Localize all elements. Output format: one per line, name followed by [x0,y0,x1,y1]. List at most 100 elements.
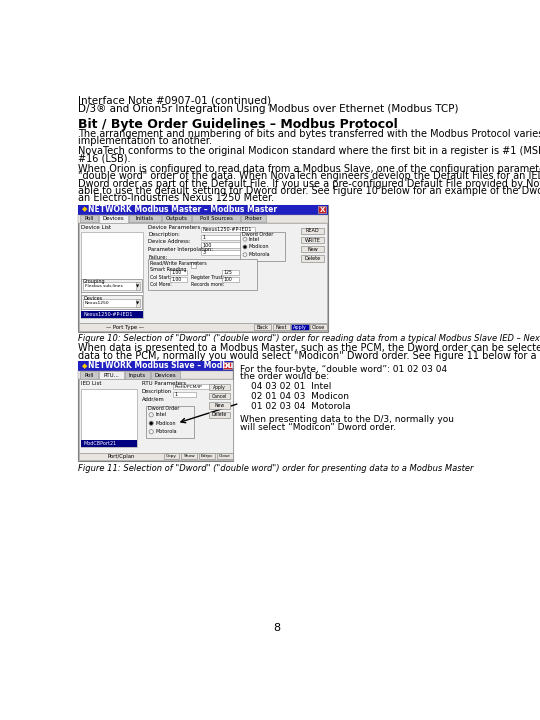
Bar [208,384,230,390]
Bar [151,371,180,379]
Bar [136,282,140,290]
Text: Nexus1250-#P-IED1: Nexus1250-#P-IED1 [202,227,252,232]
Bar [201,235,255,240]
Text: Port/Cplan: Port/Cplan [107,454,134,459]
Text: 100: 100 [223,277,232,282]
Text: Next: Next [275,325,287,330]
Text: Outputs: Outputs [166,216,188,221]
Bar [201,227,255,233]
Bar [191,262,196,268]
Text: ◆: ◆ [82,207,87,212]
Bar [301,237,324,243]
Text: Poll Sources: Poll Sources [200,216,232,221]
Bar [170,270,187,276]
Text: 01 02 03 04  Motorola: 01 02 03 04 Motorola [251,402,351,410]
Text: X: X [319,207,325,212]
Text: For the four-byte, “double word”: 01 02 03 04: For the four-byte, “double word”: 01 02 … [240,365,447,374]
Bar [217,454,233,459]
Bar [82,389,137,447]
Bar [318,206,326,213]
Text: ◆: ◆ [82,363,87,369]
Text: PrefIt/PCM/IP: PrefIt/PCM/IP [174,384,202,389]
Bar [79,379,233,453]
Text: Figure 10: Selection of "Dword" ("double word") order for reading data from a ty: Figure 10: Selection of "Dword" ("double… [78,334,540,343]
Text: Devices: Devices [155,373,177,378]
Bar [82,279,142,292]
Bar [164,454,179,459]
Bar [208,412,230,418]
Bar [80,215,98,222]
Text: Inputs: Inputs [129,373,146,378]
Text: Dword Order: Dword Order [242,233,273,238]
Text: Devices: Devices [83,296,102,301]
Text: WRITE: WRITE [305,238,320,243]
Text: D/3® and Orion5r Integration Using Modbus over Ethernet (Modbus TCP): D/3® and Orion5r Integration Using Modbu… [78,104,459,114]
Text: Dword order as part of the Default File. If you use a pre-configured Default Fil: Dword order as part of the Default File.… [78,179,540,189]
Text: 1.00: 1.00 [171,277,181,282]
Text: RTU Parameters: RTU Parameters [142,381,186,386]
Bar [129,215,161,222]
Text: data to the PCM, normally you would select "Modicon" Dword order. See Figure 11 : data to the PCM, normally you would sele… [78,351,540,361]
Text: READ: READ [306,228,319,233]
Text: Devices: Devices [103,216,124,221]
Text: Motorola: Motorola [156,429,178,434]
Text: Initials: Initials [136,216,154,221]
Text: Edrpc: Edrpc [201,454,213,459]
Bar [78,361,233,371]
Text: implementation to another.: implementation to another. [78,136,212,146]
Bar [83,282,139,290]
Text: an Electro-Industries Nexus 1250 Meter.: an Electro-Industries Nexus 1250 Meter. [78,194,274,204]
Bar [223,362,232,369]
Text: Poll: Poll [84,216,93,221]
Text: 100: 100 [202,243,212,248]
Text: Device Address:: Device Address: [148,239,191,244]
Text: When Orion is configured to read data from a Modbus Slave, one of the configurat: When Orion is configured to read data fr… [78,164,540,174]
Bar [136,300,140,307]
Text: Nexus1250-#P-IED1: Nexus1250-#P-IED1 [83,312,132,317]
Text: the order would be:: the order would be: [240,372,329,382]
Text: Flexbus sub-lines: Flexbus sub-lines [85,284,122,288]
Text: 02 01 04 03  Modicon: 02 01 04 03 Modicon [251,392,349,401]
Bar [192,215,240,222]
Text: — Port Type —: — Port Type — [106,325,144,330]
Text: NovaTech conforms to the original Modicon standard where the first bit in a regi: NovaTech conforms to the original Modico… [78,146,540,156]
Text: NETWORK Modbus Slave – Modbus Slave: NETWORK Modbus Slave – Modbus Slave [87,361,264,370]
Text: able to use the default setting for Dword order. See Figure 10 below for an exam: able to use the default setting for Dwor… [78,186,540,196]
Text: New: New [214,403,225,408]
Text: Grouping: Grouping [83,279,106,284]
Bar [301,256,324,261]
Bar [99,371,124,379]
Text: Device Parameters: Device Parameters [148,225,200,230]
Text: 125: 125 [223,270,232,275]
Bar [99,215,128,223]
Text: Dword Order: Dword Order [148,406,179,411]
Text: New: New [307,247,318,252]
Bar [78,204,328,332]
Text: Close: Close [312,325,325,330]
Bar [82,440,137,447]
Text: ModCBPort21: ModCBPort21 [83,441,116,446]
Bar [82,311,144,318]
Text: Interface Note #0907-01 (continued): Interface Note #0907-01 (continued) [78,96,272,106]
Text: Nexus1250: Nexus1250 [85,301,109,305]
Bar [273,324,290,330]
Bar [199,454,215,459]
Text: 1: 1 [174,392,178,397]
Bar [79,323,327,331]
Text: Device List: Device List [82,225,111,230]
Text: 1: 1 [202,235,206,240]
Bar [292,324,308,330]
Bar [80,371,98,379]
Text: Delete: Delete [212,413,227,418]
Text: RTU...: RTU... [104,373,119,378]
Bar [241,215,266,222]
Bar [78,371,233,379]
Bar [254,324,271,330]
Bar [201,250,255,256]
Text: Prober: Prober [245,216,262,221]
Text: Modicon: Modicon [156,420,177,426]
Bar [79,223,327,323]
Text: Apply: Apply [293,325,307,330]
Bar [78,204,328,215]
Text: Intel: Intel [249,237,260,242]
